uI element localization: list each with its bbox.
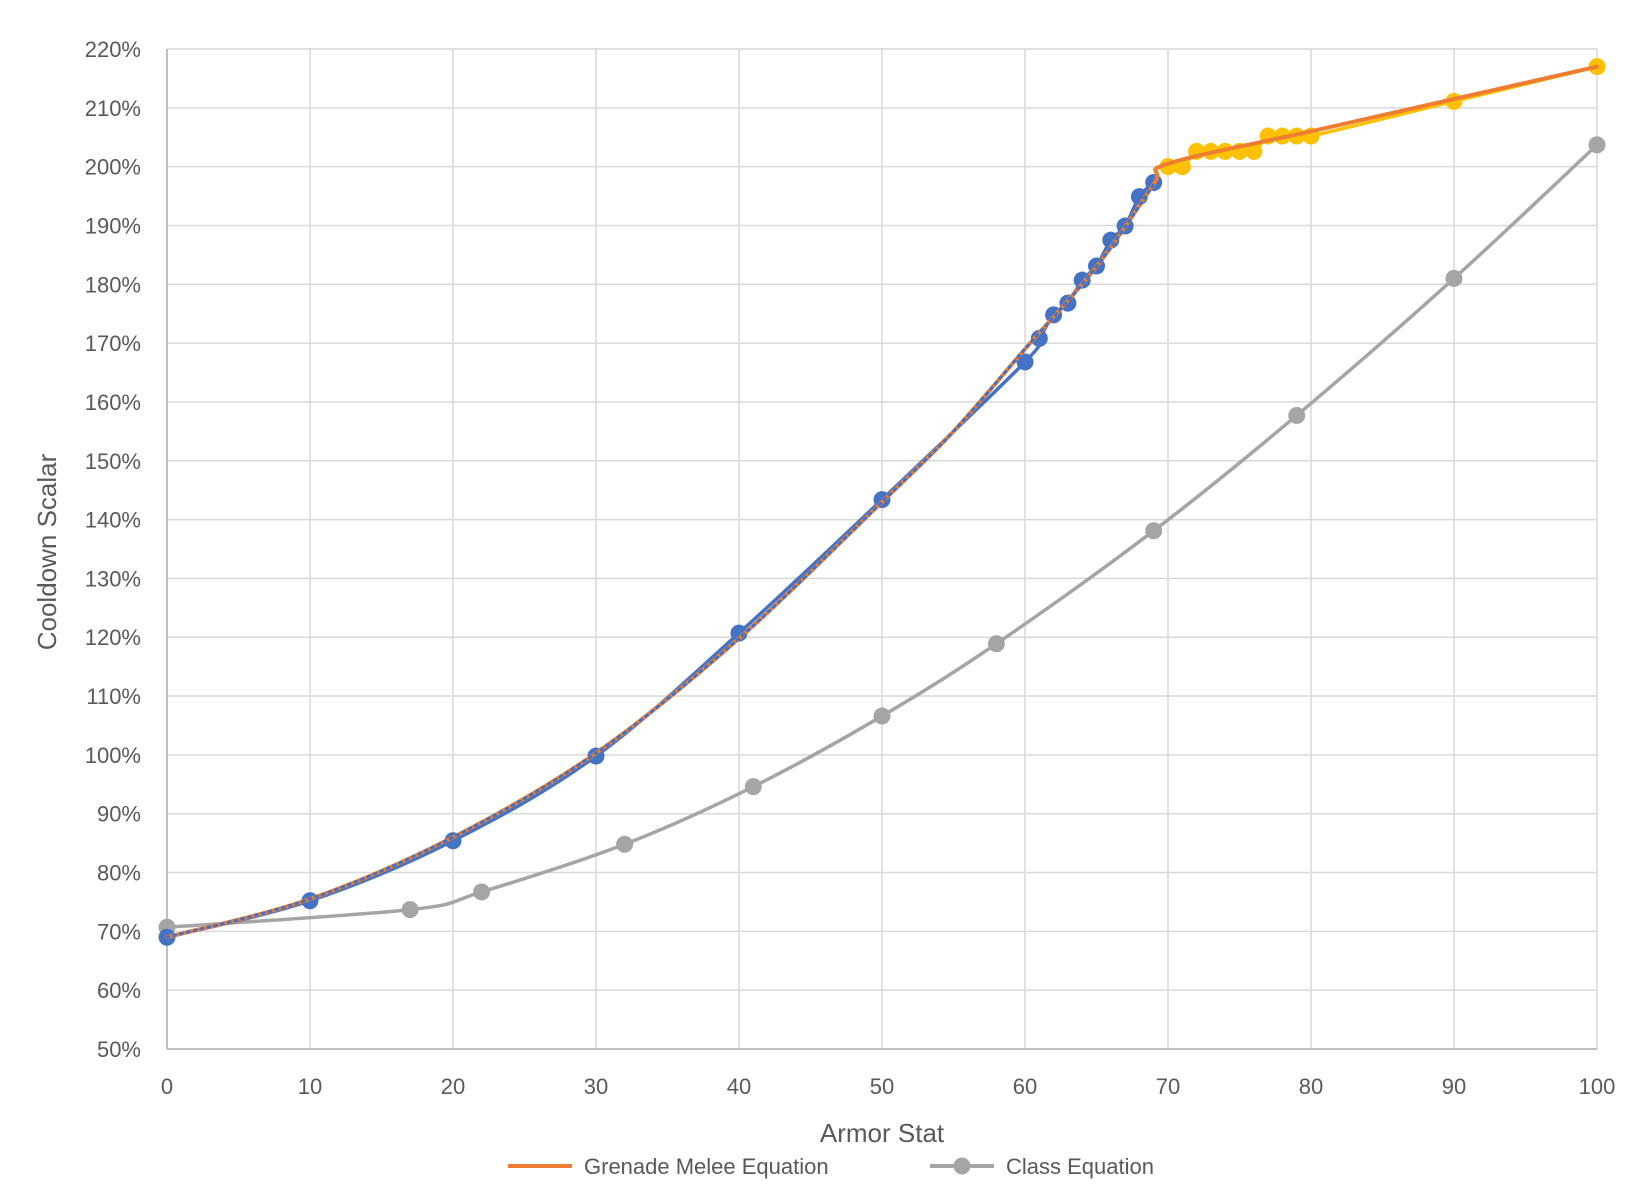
legend-swatch-marker bbox=[953, 1157, 971, 1175]
series bbox=[158, 58, 1606, 946]
y-tick-label: 130% bbox=[85, 566, 141, 591]
series-0 bbox=[158, 174, 1163, 946]
x-tick-label: 60 bbox=[1013, 1074, 1037, 1099]
x-tick-label: 40 bbox=[727, 1074, 751, 1099]
legend: Grenade Melee Equation Class Equation bbox=[508, 1154, 1154, 1179]
series-line bbox=[165, 143, 1599, 929]
data-point bbox=[1145, 522, 1163, 540]
x-axis-title: Armor Stat bbox=[820, 1118, 945, 1148]
legend-item: Class Equation bbox=[930, 1154, 1154, 1179]
data-point bbox=[1445, 269, 1463, 287]
data-point bbox=[1245, 142, 1263, 160]
data-point bbox=[987, 635, 1005, 653]
y-tick-label: 90% bbox=[97, 802, 141, 827]
data-point bbox=[473, 883, 491, 901]
y-tick-label: 60% bbox=[97, 978, 141, 1003]
y-tick-label: 200% bbox=[85, 155, 141, 180]
x-tick-label: 0 bbox=[161, 1074, 173, 1099]
y-tick-label: 190% bbox=[85, 213, 141, 238]
legend-label: Class Equation bbox=[1006, 1154, 1154, 1179]
legend-label: Grenade Melee Equation bbox=[584, 1154, 829, 1179]
y-tick-label: 160% bbox=[85, 390, 141, 415]
y-axis-title: Cooldown Scalar bbox=[32, 453, 62, 650]
y-tick-label: 70% bbox=[97, 919, 141, 944]
series-2 bbox=[165, 64, 1599, 940]
data-point bbox=[616, 835, 634, 853]
grid bbox=[166, 48, 1598, 1050]
y-tick-label: 100% bbox=[85, 743, 141, 768]
x-tick-label: 90 bbox=[1442, 1074, 1466, 1099]
y-tick-label: 110% bbox=[86, 684, 141, 709]
x-tick-label: 50 bbox=[870, 1074, 894, 1099]
x-tick-label: 80 bbox=[1299, 1074, 1323, 1099]
trendline-dots bbox=[165, 182, 1156, 939]
x-tick-label: 20 bbox=[441, 1074, 465, 1099]
y-tick-label: 150% bbox=[85, 449, 141, 474]
data-point bbox=[873, 707, 891, 725]
y-tick-label: 180% bbox=[85, 272, 141, 297]
data-point bbox=[1016, 353, 1034, 371]
y-tick-label: 80% bbox=[97, 861, 141, 886]
legend-item: Grenade Melee Equation bbox=[508, 1154, 829, 1179]
y-tick-label: 120% bbox=[85, 625, 141, 650]
data-point bbox=[1288, 406, 1306, 424]
data-point bbox=[1588, 136, 1606, 154]
y-tick-label: 220% bbox=[85, 37, 141, 62]
axes bbox=[166, 49, 1597, 1050]
x-tick-label: 70 bbox=[1156, 1074, 1180, 1099]
y-tick-label: 170% bbox=[85, 331, 141, 356]
y-tick-label: 50% bbox=[97, 1037, 141, 1062]
data-point bbox=[1030, 329, 1048, 347]
data-point bbox=[730, 624, 748, 642]
x-tick-label: 100 bbox=[1579, 1074, 1616, 1099]
tick-labels: 50% 60% 70% 80% 90% 100% 110% 120% 130% 140% 150% 1… bbox=[85, 37, 1616, 1099]
x-tick-label: 30 bbox=[584, 1074, 608, 1099]
y-tick-label: 140% bbox=[85, 508, 141, 533]
data-point bbox=[401, 901, 419, 919]
series-line bbox=[165, 180, 1156, 939]
y-tick-label: 210% bbox=[85, 96, 141, 121]
x-tick-label: 10 bbox=[298, 1074, 322, 1099]
data-point bbox=[744, 778, 762, 796]
